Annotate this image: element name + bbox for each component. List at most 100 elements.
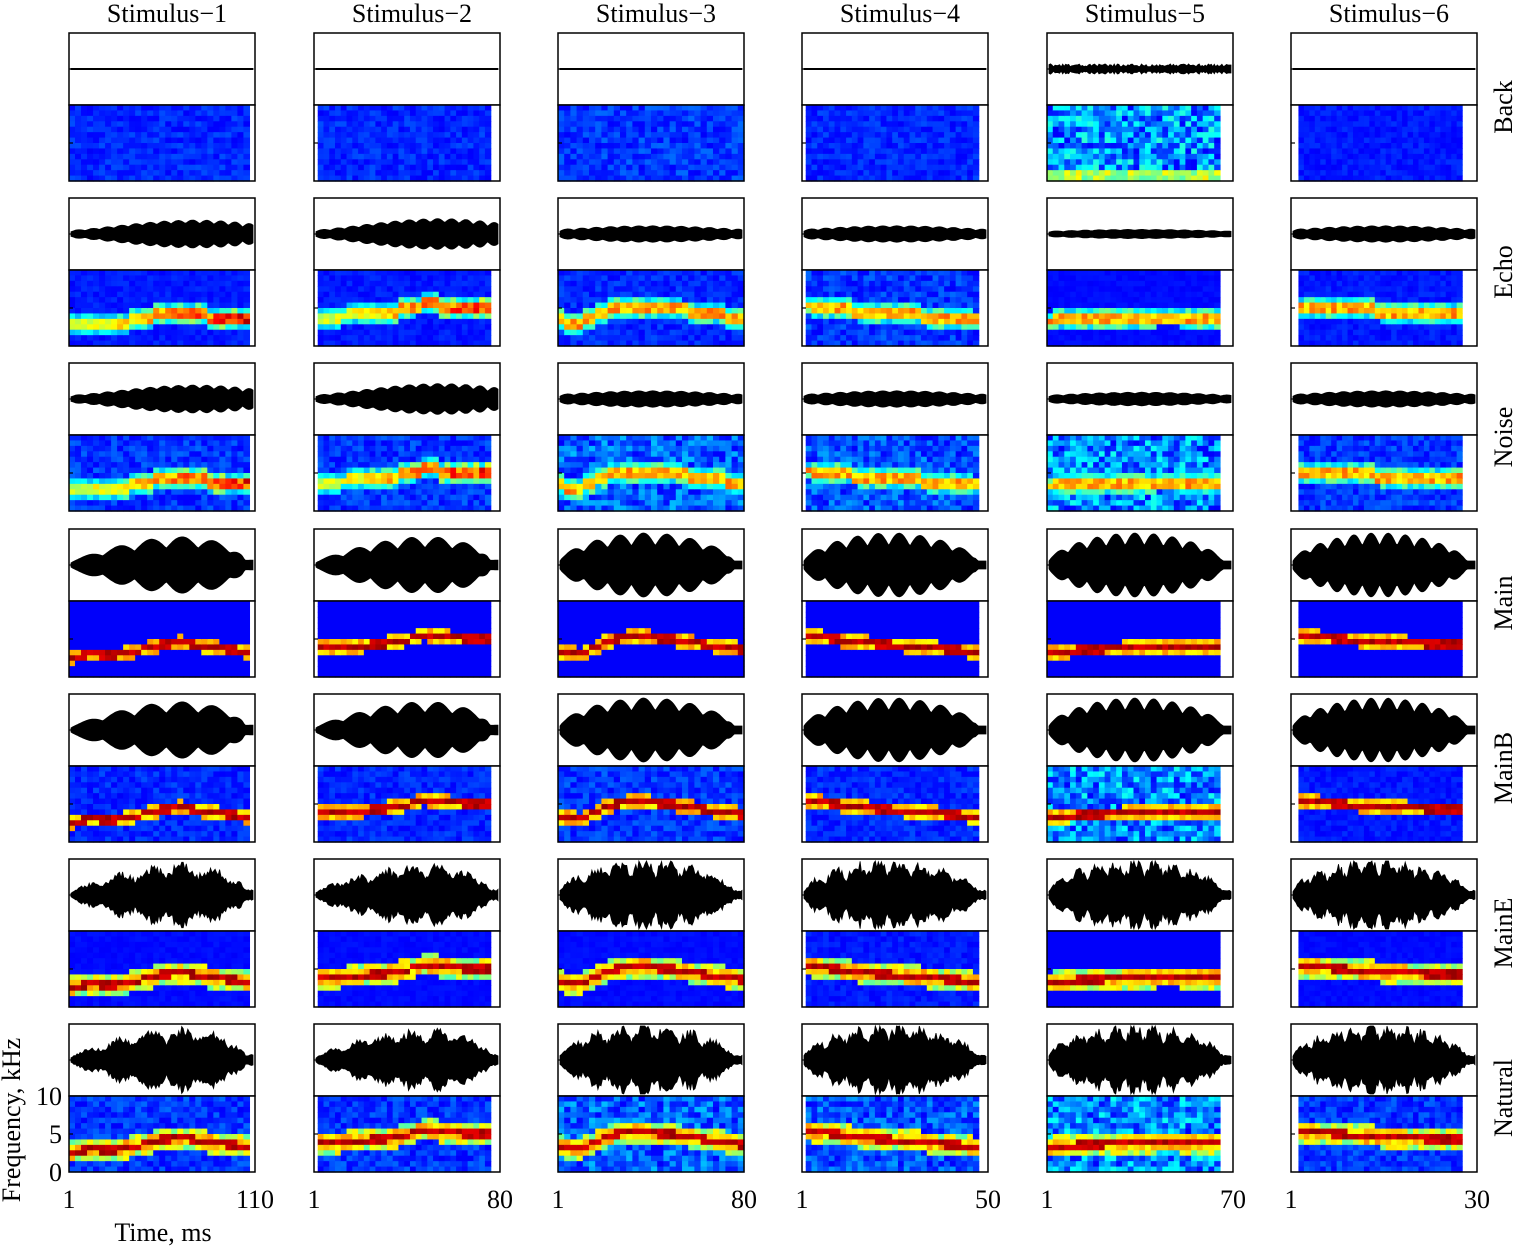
spectrogram-cell — [1139, 110, 1145, 116]
spectrogram-cell — [1402, 275, 1408, 281]
spectrogram-cell — [1315, 313, 1321, 319]
spectrogram-cell — [852, 292, 858, 298]
spectrogram-cell — [129, 165, 136, 171]
spectrogram-cell — [1197, 286, 1203, 292]
spectrogram-cell — [147, 303, 154, 309]
spectrogram-cell — [445, 303, 451, 309]
spectrogram-cell — [427, 116, 433, 122]
spectrogram-cell — [645, 116, 652, 122]
spectrogram-cell — [1375, 330, 1381, 336]
spectrogram-cell — [352, 275, 358, 281]
spectrogram-cell — [347, 270, 353, 276]
spectrogram-cell — [1093, 138, 1099, 144]
spectrogram-cell — [1380, 281, 1386, 287]
spectrogram-cell — [1315, 324, 1321, 330]
spectrogram-cell — [811, 159, 817, 165]
spectrogram-cell — [1298, 286, 1304, 292]
spectrogram-cell — [381, 270, 387, 276]
spectrogram-cell — [663, 313, 670, 319]
spectrogram-cell — [1435, 159, 1441, 165]
spectrogram-cell — [1331, 297, 1337, 303]
spectrogram-cell — [1435, 121, 1441, 127]
spectrogram-cell — [1309, 116, 1315, 122]
spectrogram-cell — [147, 297, 154, 303]
spectrogram-cell — [589, 132, 596, 138]
spectrogram-cell — [863, 116, 869, 122]
spectrogram-cell — [1326, 154, 1332, 160]
spectrogram-cell — [129, 335, 136, 341]
spectrogram-cell — [207, 165, 214, 171]
spectrogram-cell — [1145, 127, 1151, 133]
spectrogram-cell — [135, 297, 142, 303]
spectrogram-cell — [1408, 105, 1414, 111]
spectrogram-cell — [1162, 335, 1168, 341]
spectrogram-cell — [237, 308, 244, 314]
spectrogram-cell — [1087, 165, 1093, 171]
spectrogram-cell — [892, 313, 898, 319]
spectrogram-cell — [869, 335, 875, 341]
spectrogram-cell — [1369, 170, 1375, 176]
spectrogram-cell — [944, 286, 950, 292]
spectrogram-cell — [445, 143, 451, 149]
spectrogram-cell — [335, 132, 341, 138]
spectrogram-cell — [1309, 132, 1315, 138]
spectrogram-cell — [1157, 105, 1163, 111]
spectrogram-cell — [141, 335, 148, 341]
spectrogram-cell — [1413, 127, 1419, 133]
spectrogram-cell — [910, 154, 916, 160]
spectrogram-cell — [135, 335, 142, 341]
spectrogram-cell — [898, 308, 904, 314]
spectrogram-cell — [707, 297, 714, 303]
spectrogram-cell — [835, 132, 841, 138]
spectrogram-cell — [153, 297, 160, 303]
spectrogram-cell — [1174, 297, 1180, 303]
spectrogram-cell — [237, 319, 244, 325]
spectrogram-cell — [1128, 313, 1134, 319]
spectrogram-cell — [219, 159, 226, 165]
spectrogram-cell — [105, 319, 112, 325]
spectrogram-cell — [1457, 110, 1463, 116]
spectrogram-cell — [375, 286, 381, 292]
spectrogram-cell — [370, 143, 376, 149]
spectrogram-cell — [1099, 292, 1105, 298]
spectrogram-cell — [352, 165, 358, 171]
spectrogram-cell — [663, 330, 670, 336]
spectrogram-cell — [1451, 127, 1457, 133]
spectrogram-cell — [352, 297, 358, 303]
spectrogram-cell — [1185, 281, 1191, 287]
spectrogram-cell — [1110, 110, 1116, 116]
spectrogram-cell — [676, 121, 683, 127]
spectrogram-cell — [323, 324, 329, 330]
spectrogram-cell — [620, 143, 627, 149]
spectrogram-cell — [462, 105, 468, 111]
spectrogram-cell — [869, 121, 875, 127]
spectrogram-cell — [1342, 319, 1348, 325]
spectrogram-cell — [595, 116, 602, 122]
spectrogram-cell — [462, 138, 468, 144]
spectrogram-cell — [416, 148, 422, 154]
spectrogram-cell — [589, 159, 596, 165]
spectrogram-cell — [921, 297, 927, 303]
spectrogram-cell — [398, 154, 404, 160]
spectrogram-cell — [904, 148, 910, 154]
spectrogram-cell — [910, 335, 916, 341]
spectrogram-cell — [558, 297, 565, 303]
spectrogram-cell — [159, 335, 166, 341]
spectrogram-cell — [823, 335, 829, 341]
spectrogram-cell — [973, 335, 979, 341]
spectrogram-cell — [933, 170, 939, 176]
spectrogram-cell — [105, 335, 112, 341]
spectrogram-cell — [701, 286, 708, 292]
spectrogram-cell — [1315, 138, 1321, 144]
spectrogram-cell — [1174, 110, 1180, 116]
spectrogram-cell — [159, 159, 166, 165]
spectrogram-cell — [682, 308, 689, 314]
spectrogram-cell — [81, 324, 88, 330]
spectrogram-cell — [433, 159, 439, 165]
spectrogram-cell — [479, 335, 485, 341]
spectrogram-cell — [1122, 330, 1128, 336]
spectrogram-cell — [159, 313, 166, 319]
spectrogram-cell — [927, 127, 933, 133]
spectrogram-cell — [1315, 335, 1321, 341]
spectrogram-cell — [352, 270, 358, 276]
